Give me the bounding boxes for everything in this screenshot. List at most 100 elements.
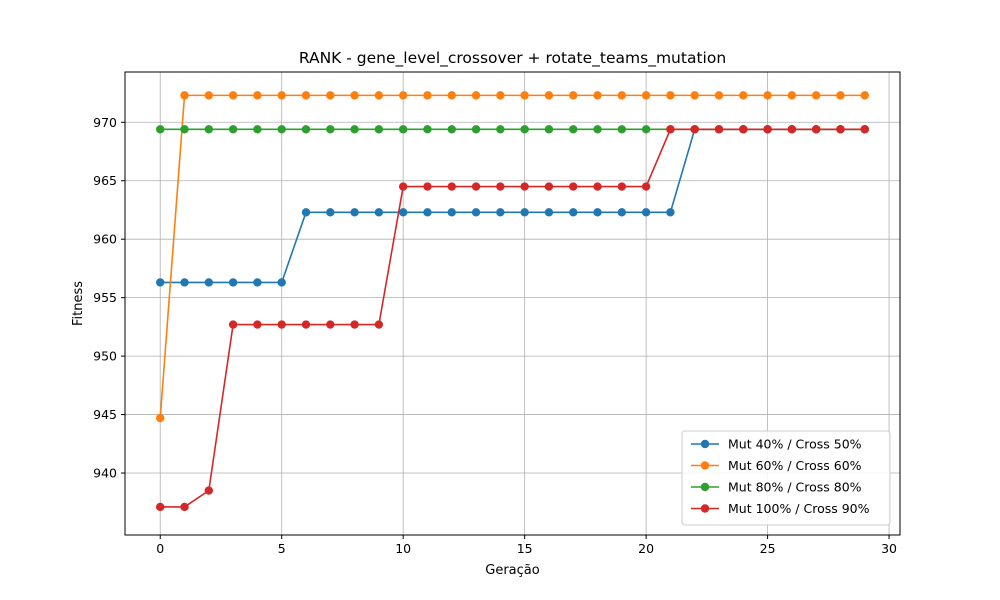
- data-point: [569, 125, 578, 134]
- data-point: [520, 208, 529, 217]
- data-point: [301, 208, 311, 217]
- series-1: [156, 125, 869, 287]
- legend-marker: [700, 461, 710, 470]
- data-point: [520, 91, 529, 100]
- data-point: [204, 125, 214, 134]
- chart-title: RANK - gene_level_crossover + rotate_tea…: [299, 49, 726, 68]
- data-point: [326, 320, 335, 329]
- legend-marker: [700, 482, 710, 492]
- data-point: [544, 125, 554, 134]
- data-point: [204, 486, 214, 495]
- x-tick-label: 25: [760, 541, 776, 556]
- data-point: [763, 91, 772, 100]
- data-point: [301, 91, 311, 100]
- data-point: [569, 208, 578, 217]
- data-point: [544, 182, 554, 191]
- y-axis-label: Fitness: [71, 281, 86, 326]
- data-point: [471, 208, 481, 217]
- data-point: [544, 208, 554, 217]
- y-tick-label: 965: [93, 173, 117, 188]
- data-point: [617, 91, 627, 100]
- data-point: [398, 208, 408, 217]
- data-point: [180, 278, 189, 287]
- data-point: [496, 91, 505, 100]
- data-point: [447, 91, 456, 100]
- data-point: [228, 91, 238, 100]
- data-point: [520, 182, 529, 191]
- data-point: [641, 182, 651, 191]
- data-point: [496, 125, 505, 134]
- series-2: [156, 91, 869, 423]
- x-tick-label: 30: [881, 541, 897, 556]
- data-point: [423, 182, 432, 191]
- data-point: [228, 125, 238, 134]
- series-layer: [156, 91, 869, 512]
- data-point: [301, 125, 311, 134]
- data-point: [593, 91, 602, 100]
- x-tick-label: 20: [638, 541, 654, 556]
- legend-item: Mut 100% / Cross 90%: [691, 501, 870, 516]
- data-point: [204, 278, 214, 287]
- y-tick-label: 950: [93, 349, 117, 364]
- legend-item: Mut 80% / Cross 80%: [691, 480, 862, 495]
- series-3: [156, 125, 869, 134]
- data-point: [690, 125, 699, 134]
- data-point: [569, 182, 578, 191]
- legend-box: [681, 430, 891, 526]
- y-tick-label: 960: [93, 232, 117, 247]
- data-point: [350, 91, 359, 100]
- data-point: [253, 125, 262, 134]
- data-point: [447, 182, 456, 191]
- data-point: [666, 125, 675, 134]
- data-point: [447, 125, 456, 134]
- data-point: [666, 208, 675, 217]
- y-tick-label: 945: [93, 407, 117, 422]
- data-point: [860, 125, 869, 134]
- y-tick-label: 970: [93, 115, 117, 130]
- data-point: [787, 125, 797, 134]
- data-point: [641, 125, 651, 134]
- data-point: [156, 125, 165, 134]
- data-point: [641, 208, 651, 217]
- data-point: [811, 91, 821, 100]
- data-point: [374, 91, 384, 100]
- data-point: [860, 91, 869, 100]
- legend-item: Mut 60% / Cross 60%: [691, 458, 862, 473]
- y-tick-label: 955: [93, 290, 117, 305]
- data-point: [180, 125, 189, 134]
- data-point: [471, 182, 481, 191]
- data-point: [326, 125, 335, 134]
- data-point: [520, 125, 529, 134]
- data-point: [763, 125, 772, 134]
- legend-label: Mut 80% / Cross 80%: [728, 480, 862, 495]
- data-point: [739, 125, 748, 134]
- data-point: [471, 125, 481, 134]
- data-point: [374, 320, 384, 329]
- x-tick-label: 10: [395, 541, 411, 556]
- data-point: [326, 91, 335, 100]
- data-point: [423, 208, 432, 217]
- data-point: [423, 91, 432, 100]
- data-point: [496, 182, 505, 191]
- data-point: [301, 320, 311, 329]
- legend-item: Mut 40% / Cross 50%: [691, 437, 862, 452]
- data-point: [447, 208, 456, 217]
- data-point: [836, 125, 845, 134]
- data-point: [617, 125, 627, 134]
- data-point: [496, 208, 505, 217]
- data-point: [398, 182, 408, 191]
- data-point: [666, 91, 675, 100]
- legend-marker: [700, 504, 710, 513]
- data-point: [326, 208, 335, 217]
- data-point: [374, 125, 384, 134]
- y-tick-label: 940: [93, 466, 117, 481]
- data-point: [787, 91, 797, 100]
- series-4: [156, 125, 869, 512]
- series-line: [159, 94, 865, 419]
- data-point: [277, 91, 286, 100]
- data-point: [714, 91, 724, 100]
- x-axis-label: Geração: [485, 563, 539, 578]
- legend-label: Mut 100% / Cross 90%: [728, 501, 870, 516]
- data-point: [398, 91, 408, 100]
